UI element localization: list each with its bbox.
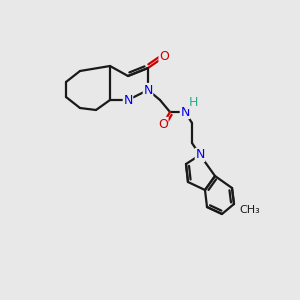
- Text: N: N: [123, 94, 133, 106]
- Text: O: O: [159, 50, 169, 64]
- Text: CH₃: CH₃: [240, 205, 260, 215]
- Text: H: H: [188, 95, 198, 109]
- Text: N: N: [143, 83, 153, 97]
- Text: O: O: [158, 118, 168, 130]
- Text: N: N: [195, 148, 205, 161]
- Text: N: N: [180, 106, 190, 118]
